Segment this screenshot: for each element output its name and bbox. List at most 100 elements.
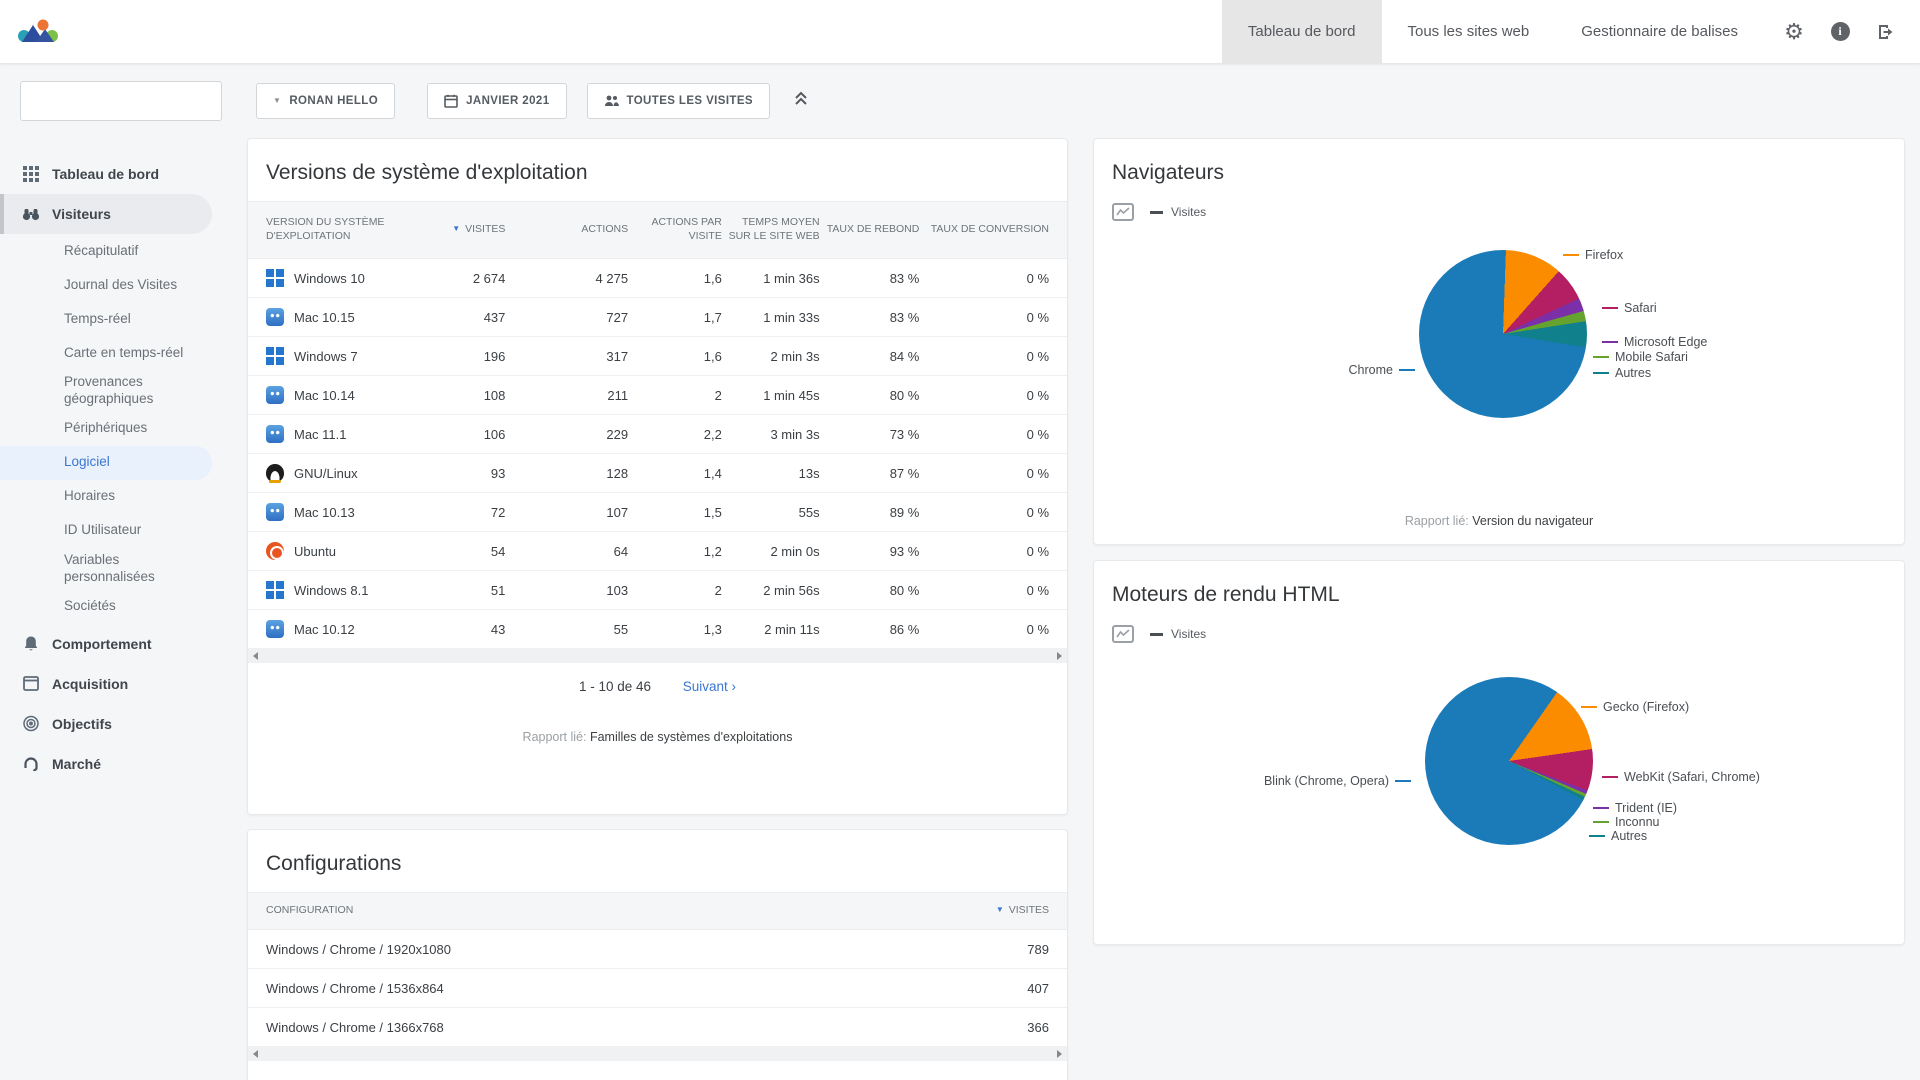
os-logo-icon [266, 620, 284, 638]
table-row[interactable]: GNU/Linux 93 128 1,4 13s 87 % 0 % [248, 454, 1067, 493]
table-row[interactable]: Windows / Chrome / 1366x768 366 [248, 1008, 1067, 1047]
sort-desc-icon: ▼ [995, 905, 1004, 915]
matomo-logo[interactable] [16, 17, 60, 47]
pie-label-trident[interactable]: Trident (IE) [1593, 801, 1677, 815]
table-row[interactable]: Mac 10.15 437 727 1,7 1 min 33s 83 % 0 % [248, 298, 1067, 337]
configurations-title: Configurations [266, 852, 402, 875]
sidebar-item-dashboard[interactable]: Tableau de bord [0, 154, 226, 194]
col-visits-sorted[interactable]: ▼ VISITES [452, 223, 506, 236]
col-bounce-rate[interactable]: TAUX DE REBOND [826, 223, 920, 236]
sidebar-item-behaviour[interactable]: Comportement [0, 624, 226, 664]
col-actions[interactable]: ACTIONS [581, 223, 629, 236]
sidebar-item-summary[interactable]: Récapitulatif [64, 242, 139, 258]
pie-label-firefox[interactable]: Firefox [1563, 248, 1623, 262]
table-row[interactable]: Mac 10.13 72 107 1,5 55s 89 % 0 % [248, 493, 1067, 532]
grid-icon [23, 166, 39, 182]
search-input[interactable] [39, 93, 215, 108]
sidebar-item-software[interactable]: Logiciel [0, 445, 212, 480]
sidebar-item-devices[interactable]: Périphériques [64, 420, 148, 436]
help-info-icon[interactable]: i [1820, 12, 1860, 52]
sidebar-item-times[interactable]: Horaires [64, 488, 116, 504]
pie-label-safari[interactable]: Safari [1602, 301, 1657, 315]
related-report: Rapport lié: Familles de systèmes d'expl… [522, 730, 793, 744]
settings-gear-icon[interactable]: ⚙ [1784, 18, 1804, 44]
sidebar-item-visitors[interactable]: Visiteurs [0, 194, 212, 234]
pie-label-autres[interactable]: Autres [1593, 366, 1651, 380]
os-versions-card: Versions de système d'exploitation VERSI… [247, 138, 1068, 815]
browsers-title: Navigateurs [1112, 161, 1225, 184]
sidebar-item-visits-log[interactable]: Journal des Visites [64, 276, 178, 292]
sidebar-item-acquisition[interactable]: Acquisition [0, 664, 226, 704]
next-page-link[interactable]: Suivant › [682, 679, 737, 694]
horizontal-scrollbar[interactable] [248, 649, 1067, 663]
col-conversion-rate[interactable]: TAUX DE CONVERSION [930, 223, 1050, 236]
sidebar-item-real-time[interactable]: Temps-réel [64, 310, 131, 326]
os-logo-icon [266, 308, 284, 326]
table-row[interactable]: Ubuntu 54 64 1,2 2 min 0s 93 % 0 % [248, 532, 1067, 571]
table-row[interactable]: Mac 10.14 108 211 2 1 min 45s 80 % 0 % [248, 376, 1067, 415]
os-table-header: VERSION DU SYSTÈME D'EXPLOITATION ▼ VISIT… [248, 201, 1067, 259]
pie-label-webkit[interactable]: WebKit (Safari, Chrome) [1602, 770, 1760, 784]
os-logo-icon [266, 386, 284, 404]
table-row[interactable]: Windows 10 2 674 4 275 1,6 1 min 36s 83 … [248, 259, 1067, 298]
table-row[interactable]: Windows 7 196 317 1,6 2 min 3s 84 % 0 % [248, 337, 1067, 376]
table-row[interactable]: Windows 8.1 51 103 2 2 min 56s 80 % 0 % [248, 571, 1067, 610]
os-logo-icon [266, 581, 284, 599]
sidebar-item-goals[interactable]: Objectifs [0, 704, 226, 744]
horizontal-scrollbar[interactable] [248, 1047, 1067, 1061]
chevron-down-icon: ▼ [273, 96, 282, 105]
sidebar-item-user-id[interactable]: ID Utilisateur [64, 522, 142, 538]
config-table-body: Windows / Chrome / 1920x1080 789 Windows… [248, 930, 1067, 1047]
pie-label-chrome[interactable]: Chrome [1319, 363, 1415, 377]
related-report-link[interactable]: Familles de systèmes d'exploitations [589, 730, 793, 744]
chart-type-icon[interactable] [1112, 203, 1134, 221]
browsers-legend: Visites [1094, 201, 1904, 221]
col-os-version[interactable]: VERSION DU SYSTÈME D'EXPLOITATION [266, 216, 385, 242]
legend-series-label[interactable]: Visites [1171, 627, 1207, 641]
table-row[interactable]: Mac 10.12 43 55 1,3 2 min 11s 86 % 0 % [248, 610, 1067, 649]
period-selector-button[interactable]: JANVIER 2021 [427, 82, 567, 119]
pie-label-gecko[interactable]: Gecko (Firefox) [1581, 700, 1689, 714]
col-config-visits-sorted[interactable]: ▼ VISITES [995, 904, 1049, 917]
pie-label-autres[interactable]: Autres [1589, 829, 1647, 843]
table-row[interactable]: Windows / Chrome / 1536x864 407 [248, 969, 1067, 1008]
tab-all-websites[interactable]: Tous les sites web [1407, 23, 1530, 40]
browsers-pie-chart[interactable] [1419, 250, 1587, 418]
pie-label-inconnu[interactable]: Inconnu [1593, 815, 1659, 829]
sidebar-item-companies[interactable]: Sociétés [64, 598, 116, 614]
legend-series-label[interactable]: Visites [1171, 205, 1207, 219]
calendar-icon [444, 94, 458, 108]
table-row[interactable]: Mac 11.1 106 229 2,2 3 min 3s 73 % 0 % [248, 415, 1067, 454]
headset-icon [24, 756, 38, 771]
segment-selector-button[interactable]: TOUTES LES VISITES [586, 82, 770, 119]
logout-icon[interactable] [1866, 12, 1906, 52]
pie-label-microsoft-edge[interactable]: Microsoft Edge [1602, 335, 1707, 349]
pie-label-blink[interactable]: Blink (Chrome, Opera) [1244, 774, 1411, 788]
pagination-range: 1 - 10 de 46 [578, 679, 651, 694]
target-icon [23, 715, 39, 732]
os-logo-icon [266, 347, 284, 365]
chart-type-icon[interactable] [1112, 625, 1134, 643]
col-avg-time[interactable]: TEMPS MOYEN SUR LE SITE WEB [728, 216, 820, 242]
configurations-card: Configurations CONFIGURATION ▼ VISITES Wi… [247, 829, 1068, 1080]
engines-pie-chart[interactable] [1425, 677, 1593, 845]
col-actions-per-visit[interactable]: ACTIONS PAR VISITE [651, 216, 722, 242]
config-table-header: CONFIGURATION ▼ VISITES [248, 892, 1067, 930]
collapse-chevrons-icon[interactable] [794, 90, 808, 111]
sidebar-item-real-time-map[interactable]: Carte en temps-réel [64, 344, 184, 360]
os-logo-icon [266, 269, 284, 287]
sidebar-item-locations[interactable]: Provenances géographiques [64, 374, 154, 406]
search-box[interactable] [20, 80, 222, 121]
browser-window-icon [23, 676, 39, 691]
sidebar-item-custom-variables[interactable]: Variables personnalisées [64, 551, 155, 584]
legend-series-dash [1150, 632, 1163, 636]
tab-tag-manager[interactable]: Gestionnaire de balises [1581, 23, 1738, 40]
browsers-related-report: Rapport lié: Version du navigateur [1404, 514, 1594, 528]
col-configuration[interactable]: CONFIGURATION [266, 904, 354, 917]
table-row[interactable]: Windows / Chrome / 1920x1080 789 [248, 930, 1067, 969]
pie-label-mobile-safari[interactable]: Mobile Safari [1593, 350, 1688, 364]
browser-version-link[interactable]: Version du navigateur [1472, 514, 1594, 528]
tab-dashboard[interactable]: Tableau de bord [1221, 0, 1382, 63]
site-selector-button[interactable]: ▼ RONAN HELLO [256, 82, 396, 119]
sidebar-item-marketplace[interactable]: Marché [0, 744, 226, 784]
